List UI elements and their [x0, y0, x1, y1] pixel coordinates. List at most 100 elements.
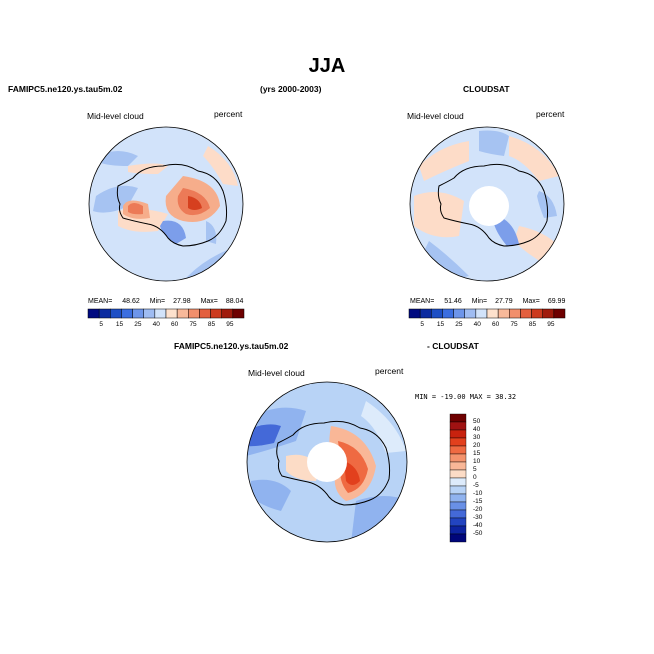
max-label: Max= [522, 298, 540, 305]
bottom-variable-label: Mid-level cloud [248, 368, 305, 378]
colorbar-tick-label: 50 [473, 418, 481, 425]
years-label: (yrs 2000-2003) [260, 84, 322, 94]
colorbar-swatch [431, 308, 443, 319]
difference-map [246, 381, 408, 543]
colorbar-swatch [143, 308, 156, 319]
max-label: Max= [200, 298, 218, 305]
colorbar-swatch [210, 308, 222, 319]
colorbar-swatch [449, 469, 467, 479]
colorbar-tick-label: -50 [473, 530, 483, 537]
colorbar-swatch [98, 308, 111, 319]
colorbar-swatch [509, 308, 521, 319]
colorbar-swatch [221, 308, 234, 319]
colorbar-tick-label: -20 [473, 506, 483, 513]
colorbar-tick-label: 85 [528, 321, 537, 328]
colorbar-tick-label: 5 [473, 466, 477, 473]
colorbar-swatch [449, 453, 467, 463]
colorbar-swatch [87, 308, 100, 319]
colorbar-swatch [449, 509, 467, 519]
top-right-units-label: percent [536, 109, 565, 119]
colorbar-swatch [542, 308, 555, 319]
colorbar-swatch [449, 501, 467, 511]
mean-label: MEAN= [410, 298, 435, 305]
colorbar-swatch [165, 308, 178, 319]
top-left-colorbar [87, 308, 245, 319]
colorbar-tick-label: 25 [455, 321, 463, 328]
colorbar-tick-label: 40 [473, 426, 481, 433]
mean-label: MEAN= [88, 298, 113, 305]
colorbar-swatch [449, 445, 467, 455]
colorbar-swatch [453, 308, 465, 319]
colorbar-swatch [419, 308, 432, 319]
colorbar-tick-label: -40 [473, 522, 483, 529]
bottom-minmax: MIN = -19.00 MAX = 38.32 [415, 393, 517, 401]
colorbar-tick-label: 15 [473, 450, 481, 457]
colorbar-swatch [449, 493, 467, 503]
min-value: 27.79 [495, 298, 513, 305]
colorbar-tick-label: 95 [226, 321, 234, 328]
top-right-map [409, 126, 565, 282]
min-label: Min= [149, 298, 166, 305]
colorbar-swatch [497, 308, 510, 319]
colorbar-tick-label: 15 [115, 321, 124, 328]
colorbar-tick-label: 20 [473, 442, 481, 449]
colorbar-tick-label: 10 [473, 458, 481, 465]
coastline [116, 163, 228, 247]
top-left-case-label: FAMIPC5.ne120.ys.tau5m.02 [8, 84, 123, 94]
top-left-variable-label: Mid-level cloud [87, 111, 144, 121]
colorbar-swatch [486, 308, 499, 319]
colorbar-tick-label: 95 [547, 321, 555, 328]
colorbar-tick-label: 5 [420, 321, 424, 328]
colorbar-tick-label: 40 [473, 321, 481, 328]
colorbar-tick-label: -5 [473, 482, 479, 489]
colorbar-swatch [154, 308, 167, 319]
mean-value: 48.62 [122, 298, 140, 305]
colorbar-swatch [199, 308, 211, 319]
colorbar-tick-label: 5 [99, 321, 103, 328]
colorbar-swatch [449, 517, 467, 527]
colorbar-swatch [449, 421, 467, 431]
bottom-units-label: percent [375, 366, 404, 376]
figure-title: JJA [308, 55, 346, 77]
top-left-stats: MEAN= 48.62 Min= 27.98 Max= 88.04 [88, 298, 243, 305]
colorbar-tick-label: 25 [134, 321, 142, 328]
top-right-colorbar [408, 308, 566, 319]
top-right-case-label: CLOUDSAT [463, 84, 510, 94]
colorbar-swatch [553, 308, 566, 319]
colorbar-swatch [176, 308, 189, 319]
colorbar-swatch [188, 308, 200, 319]
colorbar-swatch [132, 308, 144, 319]
colorbar-swatch [464, 308, 477, 319]
colorbar-swatch [232, 308, 245, 319]
colorbar-swatch [449, 477, 467, 487]
colorbar-swatch [110, 308, 122, 319]
colorbar-swatch [449, 429, 467, 439]
max-value: 88.04 [225, 298, 244, 305]
colorbar-tick-label: 60 [492, 321, 500, 328]
top-right-variable-label: Mid-level cloud [407, 111, 464, 121]
colorbar-tick-label: -30 [473, 514, 483, 521]
top-left-units-label: percent [214, 109, 243, 119]
bottom-case-label: FAMIPC5.ne120.ys.tau5m.02 [174, 341, 289, 351]
colorbar-swatch [449, 461, 467, 471]
mean-value: 51.46 [444, 298, 462, 305]
colorbar-swatch [449, 533, 467, 543]
top-left-map [88, 126, 244, 282]
colorbar-swatch [121, 308, 133, 319]
colorbar-swatch [531, 308, 543, 319]
colorbar-tick-label: 40 [152, 321, 160, 328]
colorbar-swatch [475, 308, 488, 319]
min-value: 27.98 [173, 298, 191, 305]
colorbar-tick-label: 30 [473, 434, 481, 441]
colorbar-swatch [520, 308, 532, 319]
bottom-diff-label: - CLOUDSAT [427, 341, 479, 351]
colorbar-tick-label: 60 [171, 321, 179, 328]
coastline [276, 420, 391, 506]
colorbar-swatch [449, 485, 467, 495]
colorbar-swatch [449, 437, 467, 447]
colorbar-tick-label: 85 [207, 321, 216, 328]
colorbar-tick-label: -10 [473, 490, 483, 497]
max-value: 69.99 [547, 298, 566, 305]
colorbar-swatch [449, 525, 467, 535]
colorbar-tick-label: 75 [510, 321, 518, 328]
